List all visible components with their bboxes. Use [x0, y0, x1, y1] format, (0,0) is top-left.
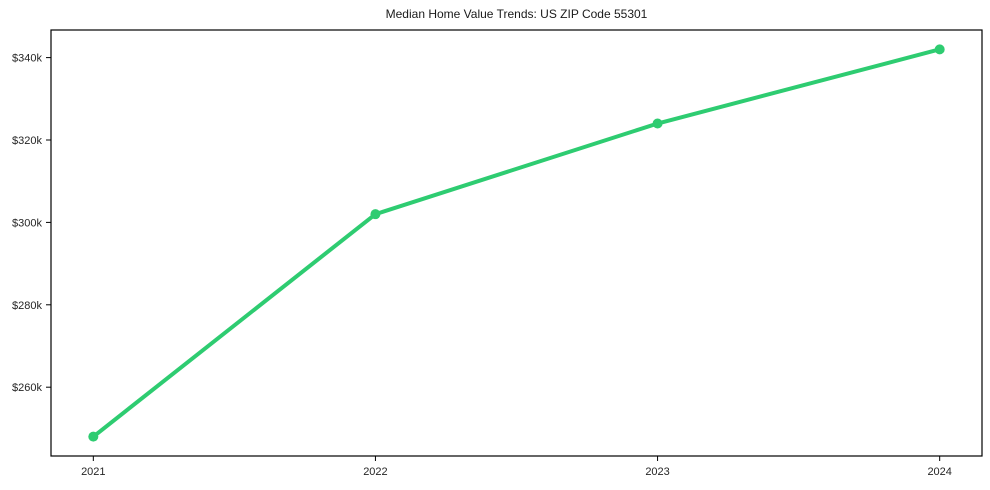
- chart-title: Median Home Value Trends: US ZIP Code 55…: [385, 7, 648, 21]
- x-tick-label: 2024: [927, 466, 951, 478]
- data-point-marker: [652, 118, 663, 129]
- plot-background: [51, 30, 982, 456]
- x-tick-label: 2022: [363, 466, 387, 478]
- data-point-marker: [934, 44, 945, 55]
- plot-spines: [50, 29, 983, 457]
- y-tick-label: $280k: [12, 300, 42, 312]
- y-tick-label: $300k: [12, 217, 42, 229]
- y-tick-label: $320k: [12, 135, 42, 147]
- y-tick-label: $260k: [12, 382, 42, 394]
- data-point-marker: [370, 209, 381, 220]
- y-tick-label: $340k: [12, 53, 42, 65]
- x-tick-label: 2023: [645, 466, 669, 478]
- data-point-marker: [88, 431, 99, 442]
- x-tick-label: 2021: [81, 466, 105, 478]
- trend-line: [91, 47, 942, 439]
